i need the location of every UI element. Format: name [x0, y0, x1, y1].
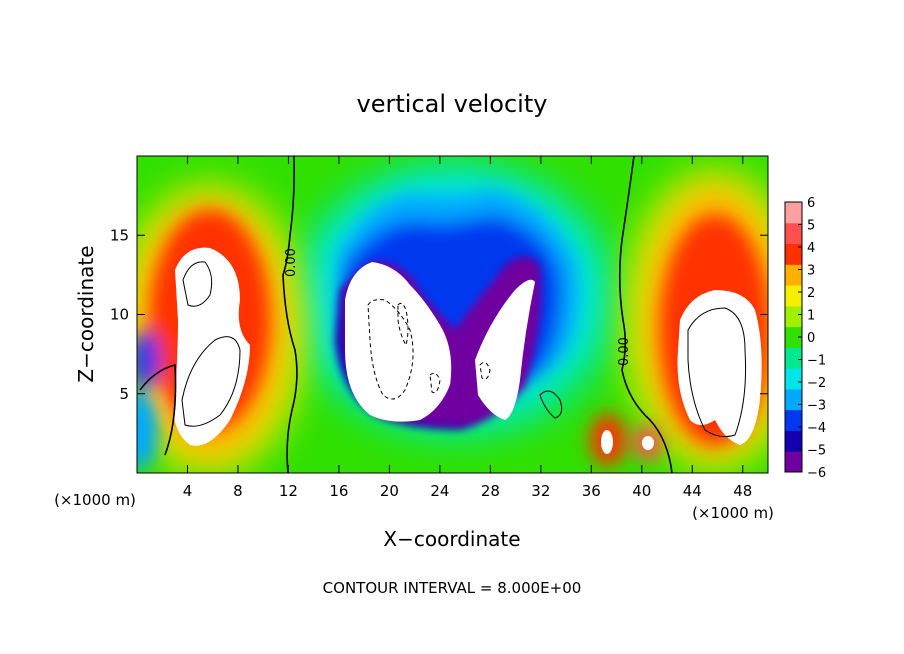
zero-contours: [139, 156, 673, 473]
x-tick-label: 16: [329, 482, 348, 500]
chart-title: vertical velocity: [357, 90, 548, 118]
colorbar-swatch: [785, 243, 802, 265]
colorbar-swatch: [785, 222, 802, 245]
y-tick-label: 10: [110, 306, 129, 324]
colorbar-swatch: [785, 305, 802, 328]
small-updraft-a: [601, 430, 613, 454]
colorbar-swatch: [785, 202, 802, 224]
x-tick-label: 32: [531, 482, 550, 500]
colorbar-label: 1: [807, 309, 815, 324]
x-tick-label: 36: [582, 482, 601, 500]
x-unit-left: (×1000 m): [54, 491, 136, 509]
contour-label: 0.00: [617, 337, 632, 366]
x-tick-label: 28: [481, 482, 500, 500]
y-tick-label: 5: [119, 385, 129, 403]
colorbar-label: 3: [807, 264, 815, 279]
velocity-field: [137, 156, 768, 473]
central-core-right: [475, 279, 535, 420]
colorbar-swatch: [785, 347, 802, 369]
colorbar-swatch: [785, 451, 802, 473]
contour-interval-note: CONTOUR INTERVAL = 8.000E+00: [323, 579, 582, 597]
colorbar-label: 0: [807, 331, 815, 346]
solid-contours: [181, 261, 747, 438]
right-updraft-plume: [677, 290, 762, 445]
x-tick-label: 44: [683, 482, 702, 500]
y-axis-ticks: 5 10 15: [110, 226, 768, 403]
colorbar-label: −3: [807, 399, 826, 414]
colorbar: 6 5 4 3 2 1 0 −1 −2 −3 −4 −5 −6: [784, 196, 826, 481]
colorbar-label: −6: [807, 466, 826, 481]
dashed-contours: [367, 299, 491, 400]
colorbar-swatch: [785, 388, 802, 411]
x-tick-label: 4: [183, 482, 193, 500]
x-tick-label: 24: [430, 482, 449, 500]
x-tick-label: 40: [632, 482, 651, 500]
colorbar-label: 5: [807, 219, 815, 234]
colorbar-swatch: [785, 285, 802, 307]
colorbar-swatch: [785, 326, 802, 348]
colorbar-label: −4: [807, 421, 826, 436]
colorbar-label: 4: [807, 241, 815, 256]
x-tick-label: 8: [233, 482, 243, 500]
colorbar-label: 2: [807, 286, 815, 301]
colorbar-swatch: [785, 368, 802, 390]
colorbar-label: −5: [807, 444, 826, 459]
contour-label: 0.00: [284, 248, 299, 277]
x-axis-label: X−coordinate: [383, 527, 520, 551]
y-axis-label: Z−coordinate: [74, 245, 98, 382]
x-tick-label: 20: [380, 482, 399, 500]
x-tick-label: 48: [733, 482, 752, 500]
colorbar-swatch: [785, 264, 802, 286]
colorbar-label: −2: [807, 376, 826, 391]
small-updraft-b: [642, 436, 654, 450]
colorbar-label: −1: [807, 354, 826, 369]
colorbar-swatch: [785, 409, 802, 431]
y-tick-label: 15: [110, 226, 129, 244]
x-unit-right: (×1000 m): [692, 504, 774, 522]
central-core-left: [345, 262, 452, 422]
x-axis-ticks: 4 8 12 16 20 24 28 32 36 40 44 48: [183, 156, 752, 500]
colorbar-label: 6: [807, 196, 815, 211]
colorbar-swatch: [785, 430, 802, 452]
x-tick-label: 12: [279, 482, 298, 500]
